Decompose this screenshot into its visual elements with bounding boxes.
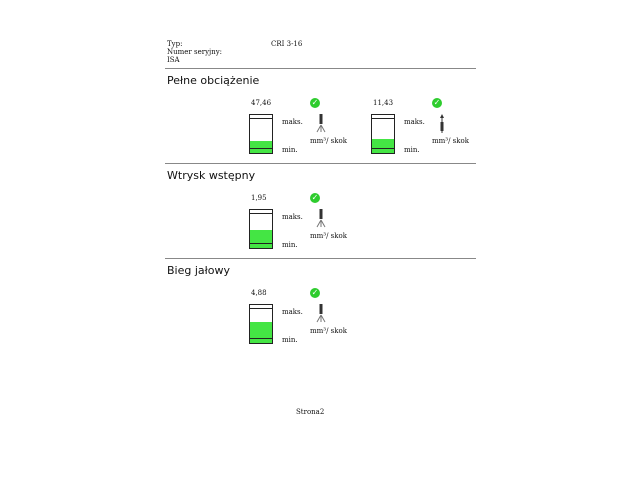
gauge-value: 1,95 [251,194,267,202]
section-title: Pełne obciążenie [167,74,260,87]
level-gauge [249,114,273,154]
level-gauge [371,114,395,154]
max-label: maks. [282,213,303,221]
typ-value: CRI 3-16 [271,40,303,48]
check-icon: ✓ [432,98,442,108]
check-icon: ✓ [310,193,320,203]
min-label: min. [282,146,298,154]
check-icon: ✓ [310,98,320,108]
injector-return-icon [440,114,444,133]
max-label: maks. [282,118,303,126]
gauge-value: 4,88 [251,289,267,297]
level-gauge [249,209,273,249]
unit-label: mm³/ skok [310,232,347,240]
check-icon: ✓ [310,288,320,298]
divider [165,163,476,164]
max-label: maks. [282,308,303,316]
divider [165,68,476,69]
injector-spray-icon [316,209,326,228]
unit-label: mm³/ skok [310,327,347,335]
typ-label: Typ: [167,40,183,48]
unit-label: mm³/ skok [310,137,347,145]
injector-spray-icon [316,114,326,133]
gauge-value: 11,43 [373,99,394,107]
max-label: maks. [404,118,425,126]
min-label: min. [404,146,420,154]
section-title: Wtrysk wstępny [167,169,256,182]
gauge-value: 47,46 [251,99,272,107]
min-label: min. [282,336,298,344]
page-number: Strona2 [296,408,325,416]
serial-label: Numer seryjny: [167,48,223,56]
min-label: min. [282,241,298,249]
divider [165,258,476,259]
level-gauge [249,304,273,344]
isa-label: ISA [167,56,180,64]
injector-spray-icon [316,304,326,323]
unit-label: mm³/ skok [432,137,469,145]
section-title: Bieg jałowy [167,264,231,277]
